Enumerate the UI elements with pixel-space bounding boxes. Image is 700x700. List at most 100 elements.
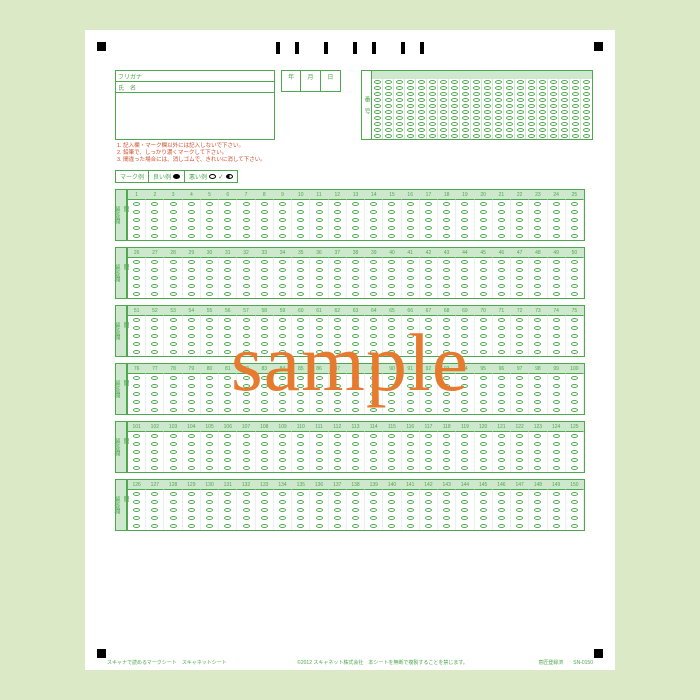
answer-bubble[interactable] (456, 374, 474, 382)
answer-bubble[interactable] (438, 340, 456, 348)
answer-bubble[interactable] (128, 514, 146, 522)
answer-bubble[interactable] (164, 432, 182, 440)
answer-bubble[interactable] (310, 498, 328, 506)
answer-bubble[interactable] (256, 282, 274, 290)
answer-bubble[interactable] (256, 232, 274, 240)
answer-bubble[interactable] (201, 506, 219, 514)
answer-bubble[interactable] (383, 224, 401, 232)
answer-bubble[interactable] (456, 432, 474, 440)
answer-bubble[interactable] (511, 432, 529, 440)
answer-bubble[interactable] (402, 464, 420, 472)
answer-bubble[interactable] (566, 522, 584, 530)
answer-bubble[interactable] (329, 200, 347, 208)
answer-bubble[interactable] (365, 266, 383, 274)
answer-bubble[interactable] (456, 282, 474, 290)
answer-bubble[interactable] (383, 464, 401, 472)
answer-bubble[interactable] (511, 200, 529, 208)
answer-bubble[interactable] (237, 514, 255, 522)
answer-bubble[interactable] (292, 282, 310, 290)
answer-bubble[interactable] (329, 332, 347, 340)
answer-bubble[interactable] (201, 432, 219, 440)
answer-bubble[interactable] (146, 514, 164, 522)
answer-bubble[interactable] (475, 348, 493, 356)
answer-bubble[interactable] (292, 258, 310, 266)
answer-bubble[interactable] (183, 456, 201, 464)
answer-bubble[interactable] (310, 522, 328, 530)
answer-bubble[interactable] (329, 374, 347, 382)
answer-bubble[interactable] (511, 382, 529, 390)
answer-bubble[interactable] (310, 506, 328, 514)
answer-bubble[interactable] (164, 224, 182, 232)
answer-bubble[interactable] (365, 274, 383, 282)
answer-bubble[interactable] (183, 224, 201, 232)
answer-bubble[interactable] (310, 348, 328, 356)
answer-bubble[interactable] (566, 232, 584, 240)
answer-bubble[interactable] (566, 374, 584, 382)
answer-bubble[interactable] (164, 406, 182, 414)
answer-bubble[interactable] (347, 340, 365, 348)
answer-bubble[interactable] (347, 390, 365, 398)
answer-bubble[interactable] (402, 456, 420, 464)
answer-bubble[interactable] (402, 406, 420, 414)
answer-bubble[interactable] (164, 464, 182, 472)
answer-bubble[interactable] (529, 432, 547, 440)
answer-bubble[interactable] (347, 274, 365, 282)
answer-bubble[interactable] (274, 258, 292, 266)
answer-bubble[interactable] (438, 348, 456, 356)
answer-bubble[interactable] (347, 208, 365, 216)
answer-bubble[interactable] (219, 348, 237, 356)
answer-bubble[interactable] (548, 406, 566, 414)
answer-bubble[interactable] (456, 290, 474, 298)
answer-bubble[interactable] (529, 290, 547, 298)
answer-bubble[interactable] (420, 374, 438, 382)
answer-bubble[interactable] (256, 464, 274, 472)
answer-bubble[interactable] (493, 406, 511, 414)
answer-bubble[interactable] (274, 514, 292, 522)
answer-bubble[interactable] (365, 374, 383, 382)
answer-bubble[interactable] (456, 216, 474, 224)
answer-bubble[interactable] (511, 324, 529, 332)
answer-bubble[interactable] (201, 406, 219, 414)
answer-bubble[interactable] (383, 432, 401, 440)
answer-bubble[interactable] (292, 522, 310, 530)
answer-bubble[interactable] (201, 522, 219, 530)
answer-bubble[interactable] (402, 200, 420, 208)
answer-bubble[interactable] (128, 522, 146, 530)
answer-bubble[interactable] (365, 382, 383, 390)
answer-bubble[interactable] (529, 282, 547, 290)
answer-bubble[interactable] (274, 406, 292, 414)
answer-bubble[interactable] (183, 440, 201, 448)
answer-bubble[interactable] (548, 200, 566, 208)
answer-bubble[interactable] (146, 440, 164, 448)
answer-bubble[interactable] (201, 282, 219, 290)
answer-bubble[interactable] (493, 208, 511, 216)
answer-bubble[interactable] (292, 316, 310, 324)
answer-bubble[interactable] (219, 398, 237, 406)
answer-bubble[interactable] (548, 498, 566, 506)
answer-bubble[interactable] (493, 258, 511, 266)
answer-bubble[interactable] (310, 200, 328, 208)
answer-bubble[interactable] (420, 324, 438, 332)
answer-bubble[interactable] (493, 232, 511, 240)
answer-bubble[interactable] (548, 208, 566, 216)
answer-bubble[interactable] (183, 374, 201, 382)
answer-bubble[interactable] (383, 490, 401, 498)
answer-bubble[interactable] (475, 456, 493, 464)
answer-bubble[interactable] (438, 406, 456, 414)
answer-bubble[interactable] (548, 390, 566, 398)
answer-bubble[interactable] (365, 200, 383, 208)
answer-bubble[interactable] (529, 216, 547, 224)
answer-bubble[interactable] (219, 514, 237, 522)
answer-bubble[interactable] (128, 456, 146, 464)
answer-bubble[interactable] (219, 522, 237, 530)
answer-bubble[interactable] (201, 456, 219, 464)
answer-bubble[interactable] (548, 316, 566, 324)
answer-bubble[interactable] (164, 208, 182, 216)
answer-bubble[interactable] (402, 522, 420, 530)
answer-bubble[interactable] (329, 282, 347, 290)
answer-bubble[interactable] (347, 432, 365, 440)
answer-bubble[interactable] (329, 348, 347, 356)
answer-bubble[interactable] (420, 232, 438, 240)
answer-bubble[interactable] (402, 282, 420, 290)
answer-bubble[interactable] (438, 332, 456, 340)
